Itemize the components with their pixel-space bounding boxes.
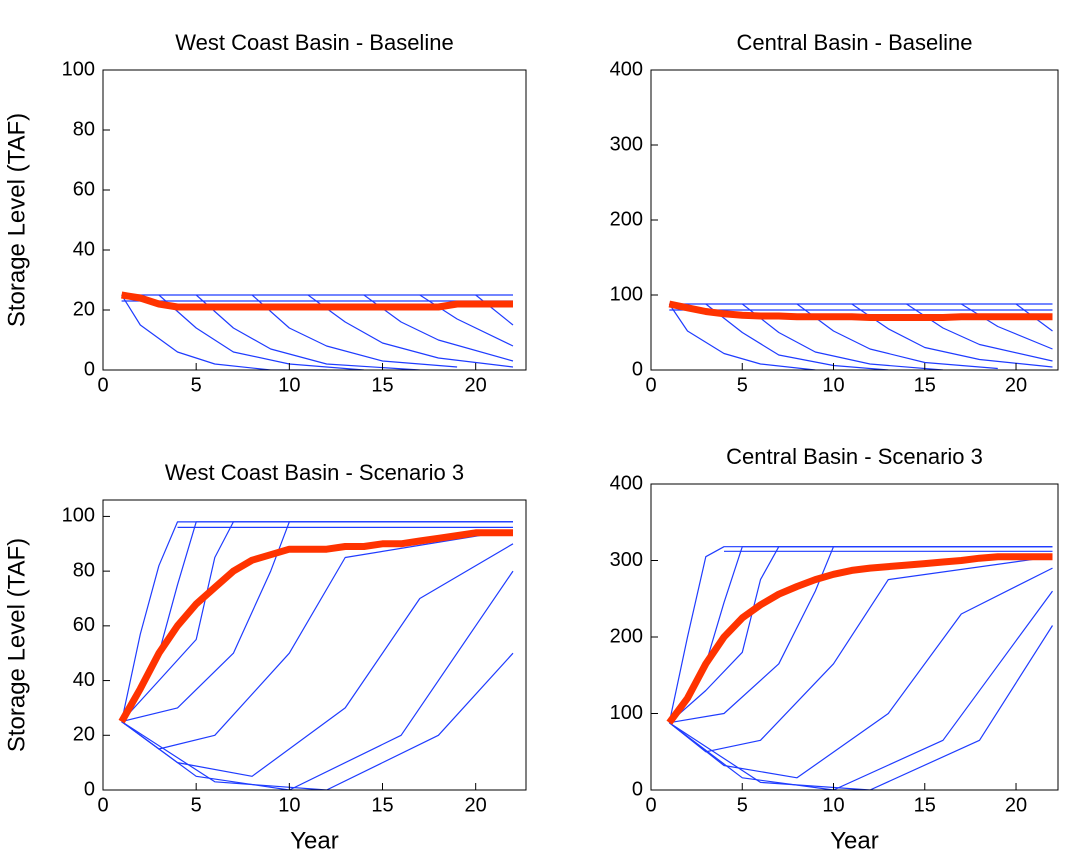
data-line: [668, 303, 816, 370]
y-tick-label: 300: [610, 549, 643, 571]
x-tick-label: 20: [1005, 794, 1027, 816]
data-line: [906, 303, 1053, 362]
y-tick-label: 0: [84, 778, 95, 800]
y-tick-label: 0: [632, 778, 643, 800]
x-axis-label: Year: [830, 827, 879, 854]
chart-title: West Coast Basin - Scenario 3: [165, 460, 464, 485]
data-line: [666, 553, 1053, 725]
data-line: [121, 294, 327, 370]
data-line: [121, 521, 513, 723]
x-tick-label: 0: [97, 794, 108, 816]
data-line: [668, 556, 1053, 753]
x-tick-label: 5: [737, 374, 748, 396]
y-axis-label: Storage Level (TAF): [3, 113, 30, 327]
chart-title: Central Basin - Scenario 3: [726, 444, 983, 469]
chart-title: Central Basin - Baseline: [736, 30, 972, 55]
y-tick-label: 80: [73, 559, 95, 581]
x-tick-label: 15: [914, 374, 936, 396]
x-tick-label: 10: [822, 794, 844, 816]
data-line: [158, 294, 364, 370]
data-line: [705, 303, 889, 370]
data-line: [307, 294, 514, 368]
x-tick-label: 10: [278, 374, 300, 396]
y-tick-label: 200: [610, 208, 643, 230]
data-line: [121, 570, 514, 790]
y-tick-label: 400: [610, 58, 643, 80]
data-line: [669, 546, 1053, 724]
y-tick-label: 200: [610, 625, 643, 647]
x-tick-label: 10: [822, 374, 844, 396]
x-tick-label: 0: [645, 794, 656, 816]
data-line: [195, 294, 420, 370]
data-line: [118, 529, 513, 724]
y-tick-label: 80: [73, 118, 95, 140]
y-tick-label: 100: [62, 58, 95, 80]
axes-frame: [102, 499, 527, 791]
y-tick-label: 60: [73, 178, 95, 200]
y-tick-label: 300: [610, 133, 643, 155]
data-line: [668, 546, 1053, 724]
x-tick-label: 15: [914, 794, 936, 816]
y-tick-label: 20: [73, 298, 95, 320]
axes-frame: [102, 69, 527, 371]
data-line: [668, 590, 1053, 790]
y-tick-label: 100: [610, 283, 643, 305]
y-axis-label: Storage Level (TAF): [3, 538, 30, 752]
data-line: [960, 303, 1053, 350]
data-line: [121, 652, 514, 790]
y-tick-label: 100: [610, 702, 643, 724]
data-line: [419, 294, 514, 347]
x-tick-label: 0: [645, 374, 656, 396]
x-tick-label: 5: [737, 794, 748, 816]
y-tick-label: 60: [73, 614, 95, 636]
x-tick-label: 20: [465, 374, 487, 396]
y-tick-label: 0: [632, 358, 643, 380]
x-axis-label: Year: [290, 827, 339, 854]
data-line: [121, 529, 514, 750]
data-line: [796, 303, 998, 370]
x-tick-label: 0: [97, 374, 108, 396]
x-tick-label: 20: [465, 794, 487, 816]
data-line: [741, 303, 944, 370]
data-line: [668, 567, 1053, 779]
x-tick-label: 20: [1005, 374, 1027, 396]
data-line: [668, 625, 1054, 790]
axes-frame: [650, 69, 1059, 371]
axes-frame: [650, 483, 1059, 791]
data-line: [121, 291, 513, 311]
y-tick-label: 0: [84, 358, 95, 380]
x-tick-label: 10: [278, 794, 300, 816]
y-tick-label: 400: [610, 472, 643, 494]
x-tick-label: 5: [191, 794, 202, 816]
data-line: [251, 294, 458, 368]
data-line: [668, 300, 1053, 321]
x-tick-label: 5: [191, 374, 202, 396]
x-tick-label: 15: [371, 374, 393, 396]
data-line: [475, 294, 514, 326]
chart-title: West Coast Basin - Baseline: [175, 30, 453, 55]
y-tick-label: 40: [73, 669, 95, 691]
y-tick-label: 100: [62, 505, 95, 527]
y-tick-label: 20: [73, 724, 95, 746]
data-line: [121, 543, 514, 777]
x-tick-label: 15: [371, 794, 393, 816]
y-tick-label: 40: [73, 238, 95, 260]
